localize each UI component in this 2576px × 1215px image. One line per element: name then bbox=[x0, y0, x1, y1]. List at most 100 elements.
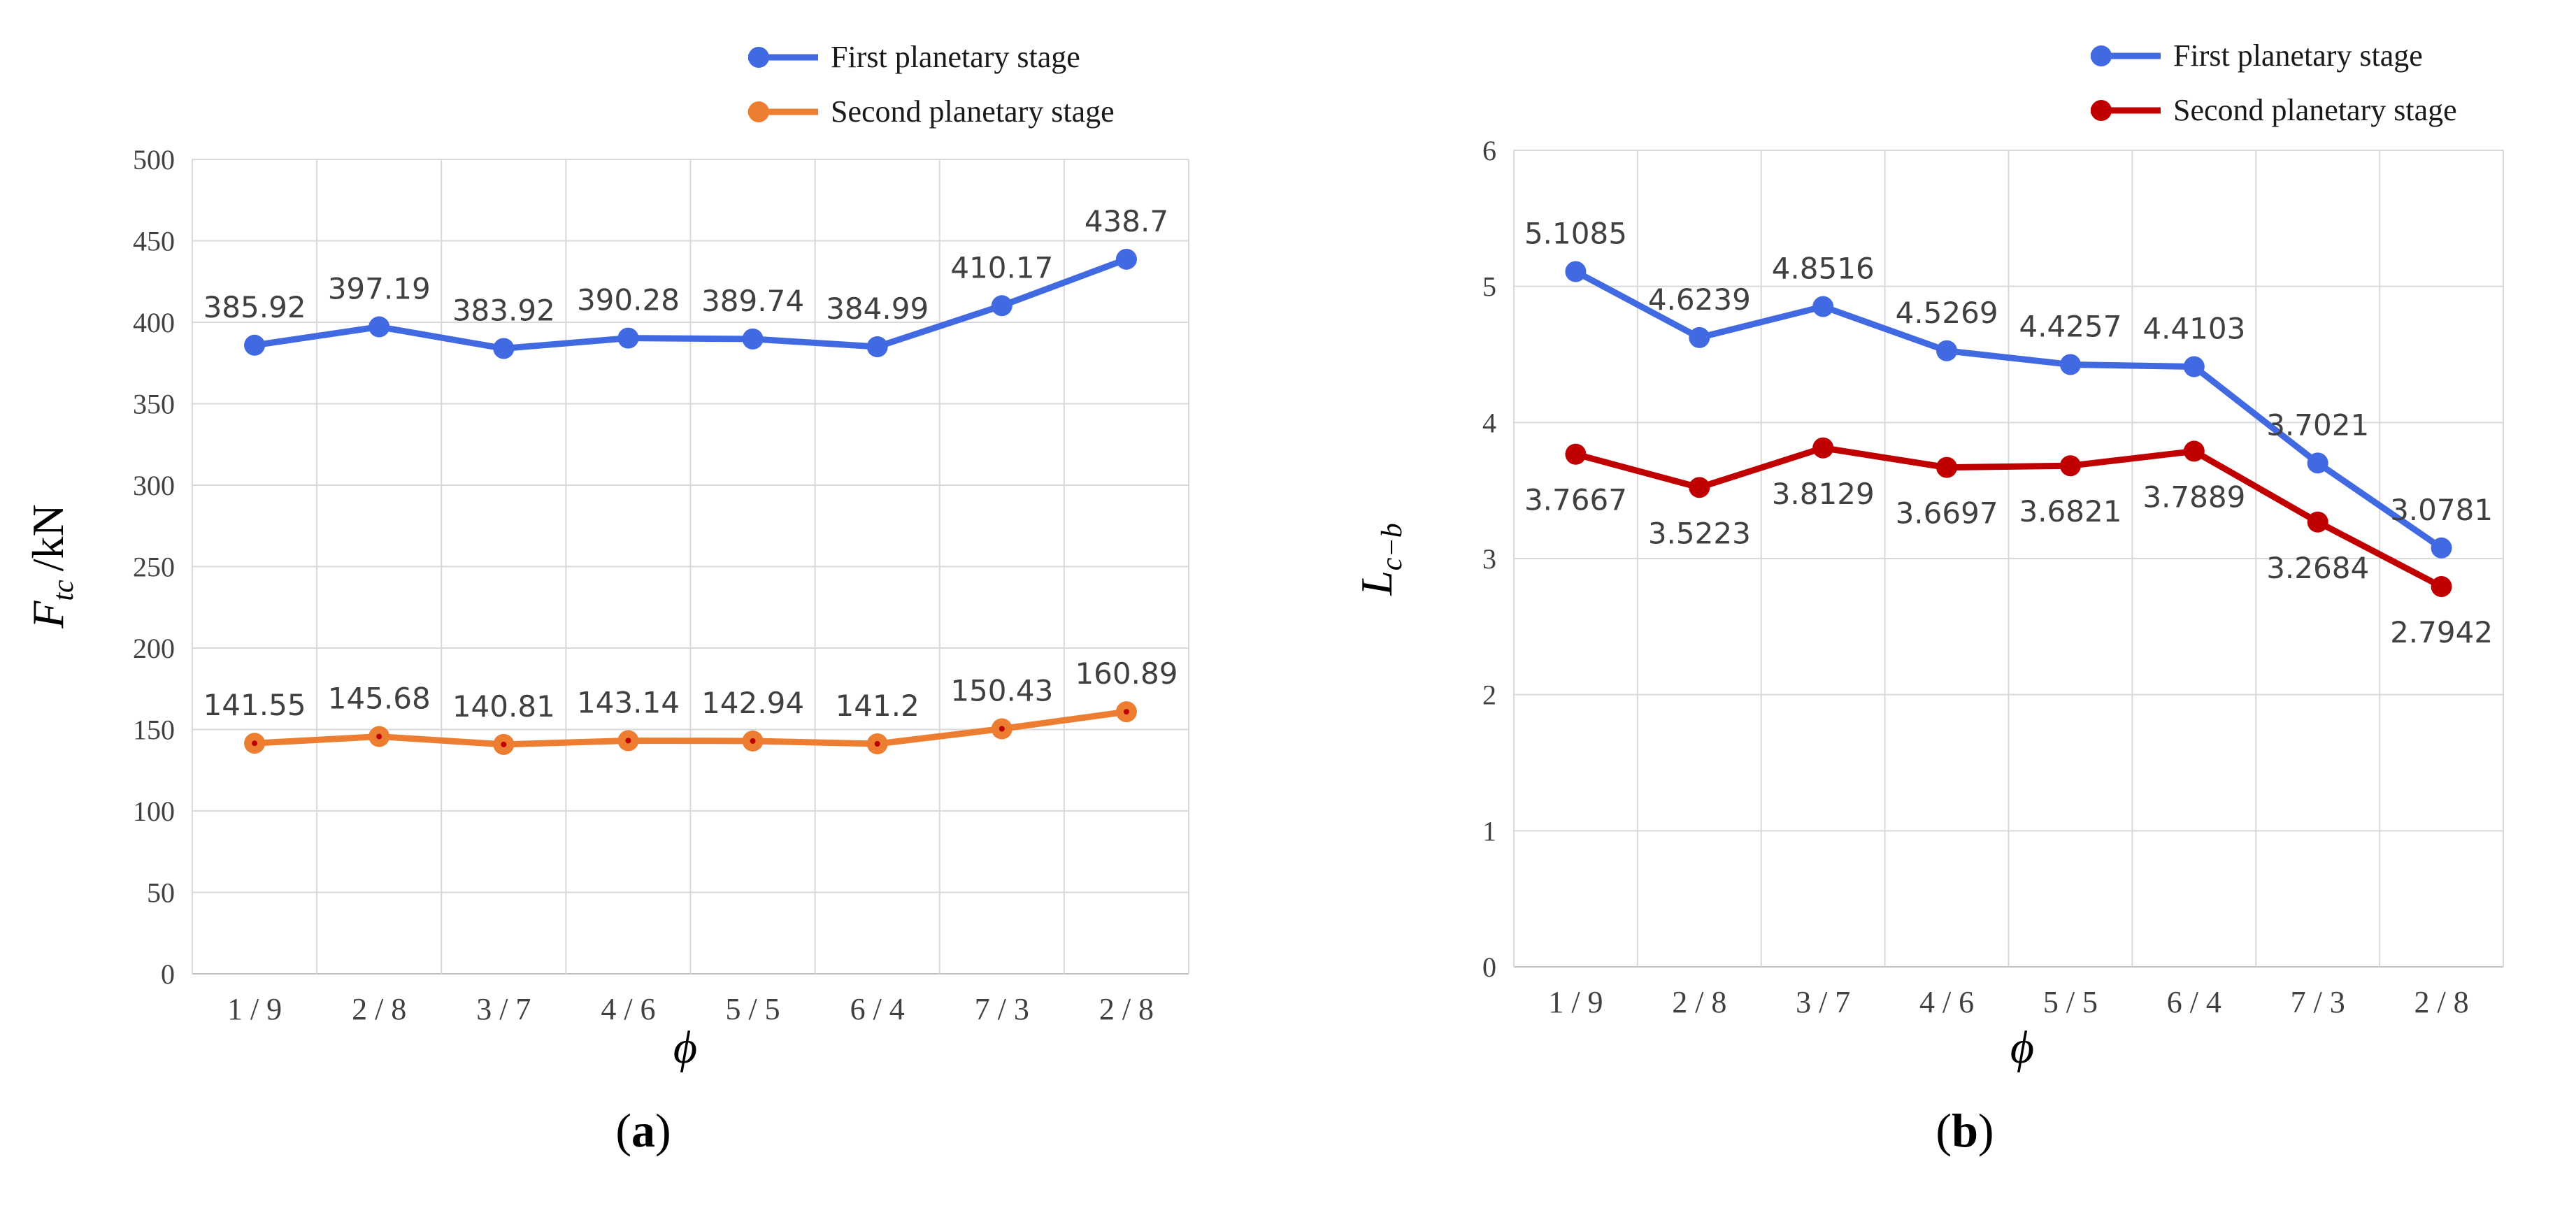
data-label: 4.8516 bbox=[1772, 252, 1875, 286]
data-label: 3.0781 bbox=[2390, 493, 2493, 527]
data-label: 3.5223 bbox=[1648, 516, 1751, 550]
data-point bbox=[1689, 477, 1710, 498]
y-tick-label: 3 bbox=[1482, 543, 1496, 575]
y-tick-label: 150 bbox=[133, 714, 175, 746]
series-line-first-stage bbox=[1574, 268, 2444, 551]
data-label: 3.8129 bbox=[1772, 477, 1875, 511]
legend-marker bbox=[748, 47, 769, 68]
x-tick-label: 5 / 5 bbox=[2043, 985, 2098, 1019]
data-point bbox=[493, 338, 515, 359]
data-point bbox=[2183, 356, 2205, 378]
data-label: 3.6697 bbox=[1896, 496, 1998, 531]
y-tick-label: 400 bbox=[133, 307, 175, 338]
data-point bbox=[2307, 452, 2328, 474]
y-tick-label: 6 bbox=[1482, 135, 1496, 166]
data-label: 2.7942 bbox=[2390, 615, 2493, 649]
data-label: 143.14 bbox=[577, 685, 680, 719]
data-point bbox=[1936, 340, 1958, 361]
data-label: 438.7 bbox=[1085, 204, 1168, 238]
legend-label: First planetary stage bbox=[831, 40, 1080, 74]
data-point bbox=[991, 295, 1012, 317]
data-point-center bbox=[874, 741, 880, 747]
panel-caption: (b) bbox=[1935, 1104, 1994, 1157]
x-tick-label: 1 / 9 bbox=[1548, 985, 1603, 1019]
series-line-first-stage bbox=[254, 256, 1128, 352]
data-label: 141.55 bbox=[203, 688, 306, 722]
chart-panel-a: 0 50 100 150 200 250 300 350 400 450 500 1 / 9 2 / 8… bbox=[23, 40, 1189, 1157]
x-tick-label: 2 / 8 bbox=[1672, 985, 1726, 1019]
data-label: 150.43 bbox=[950, 673, 1053, 707]
data-label: 397.19 bbox=[328, 272, 431, 306]
data-label: 141.2 bbox=[836, 689, 920, 723]
data-point-center bbox=[1123, 709, 1129, 715]
data-point bbox=[2307, 511, 2328, 533]
data-point-center bbox=[750, 738, 756, 744]
data-label: 4.6239 bbox=[1648, 282, 1751, 317]
y-tick-label: 2 bbox=[1482, 680, 1496, 711]
data-point-center bbox=[625, 738, 631, 744]
data-label: 142.94 bbox=[701, 686, 804, 720]
y-tick-label: 100 bbox=[133, 796, 175, 827]
data-point bbox=[1689, 326, 1710, 348]
data-label: 3.7889 bbox=[2142, 480, 2245, 514]
data-label: 384.99 bbox=[826, 292, 929, 326]
x-tick-label: 5 / 5 bbox=[725, 992, 780, 1026]
data-point bbox=[866, 336, 888, 357]
x-tick-label: 2 / 8 bbox=[2414, 985, 2468, 1019]
panel-caption: (a) bbox=[615, 1104, 671, 1157]
data-label: 390.28 bbox=[577, 283, 680, 317]
y-tick-label: 250 bbox=[133, 552, 175, 583]
x-tick-label: 3 / 7 bbox=[476, 992, 531, 1026]
data-point bbox=[2059, 354, 2081, 375]
y-tick-label: 300 bbox=[133, 470, 175, 501]
series-line-second-stage bbox=[254, 708, 1127, 748]
data-point-center bbox=[252, 740, 258, 747]
data-label: 3.7667 bbox=[1524, 483, 1627, 517]
legend-marker bbox=[2091, 45, 2112, 66]
data-label: 160.89 bbox=[1075, 656, 1178, 691]
data-label: 4.4257 bbox=[2019, 309, 2121, 343]
x-tick-label: 2 / 8 bbox=[1099, 992, 1154, 1026]
legend-label: Second planetary stage bbox=[2173, 93, 2457, 127]
data-point bbox=[742, 328, 764, 350]
x-tick-label: 4 / 6 bbox=[601, 992, 655, 1026]
legend-marker bbox=[2091, 100, 2112, 121]
data-label: 389.74 bbox=[701, 284, 804, 318]
data-label: 383.92 bbox=[452, 293, 555, 327]
data-point bbox=[2183, 440, 2205, 462]
data-point bbox=[1812, 296, 1834, 317]
y-axis-title: Lc−b bbox=[1352, 523, 1408, 596]
data-point bbox=[244, 334, 266, 356]
data-point bbox=[1936, 456, 1958, 478]
y-tick-label: 450 bbox=[133, 226, 175, 257]
data-point bbox=[1115, 248, 1137, 270]
data-point-center bbox=[501, 741, 507, 747]
legend-label: Second planetary stage bbox=[831, 94, 1115, 129]
data-point-center bbox=[376, 733, 382, 740]
legend-label: First planetary stage bbox=[2173, 38, 2423, 73]
data-point bbox=[617, 327, 639, 349]
x-axis-title: ϕ bbox=[673, 1022, 697, 1073]
legend-marker bbox=[748, 101, 769, 122]
data-point bbox=[1565, 261, 1587, 282]
data-point bbox=[368, 316, 390, 338]
x-tick-label: 6 / 4 bbox=[2167, 985, 2221, 1019]
y-tick-label: 4 bbox=[1482, 407, 1496, 438]
y-axis-title: Ftc/kN bbox=[23, 504, 80, 628]
x-tick-label: 2 / 8 bbox=[352, 992, 406, 1026]
data-label: 3.2684 bbox=[2266, 551, 2369, 585]
data-label: 140.81 bbox=[452, 689, 555, 724]
y-tick-label: 0 bbox=[1482, 951, 1496, 983]
y-tick-label: 200 bbox=[133, 633, 175, 664]
x-tick-label: 7 / 3 bbox=[975, 992, 1029, 1026]
data-label: 4.5269 bbox=[1896, 296, 1998, 330]
chart-panel-b: 0 1 2 3 4 5 6 1 / 9 2 / 8 3 / 7 4 / 6 5 / 5 6 / 4 7 /… bbox=[1352, 38, 2504, 1157]
data-point-center bbox=[999, 726, 1005, 732]
y-tick-label: 0 bbox=[161, 958, 175, 990]
data-label: 145.68 bbox=[328, 682, 431, 716]
y-tick-label: 350 bbox=[133, 389, 175, 420]
y-tick-label: 500 bbox=[133, 144, 175, 175]
data-label: 410.17 bbox=[950, 250, 1053, 285]
data-point bbox=[1812, 437, 1834, 459]
data-label: 3.7021 bbox=[2266, 408, 2369, 442]
